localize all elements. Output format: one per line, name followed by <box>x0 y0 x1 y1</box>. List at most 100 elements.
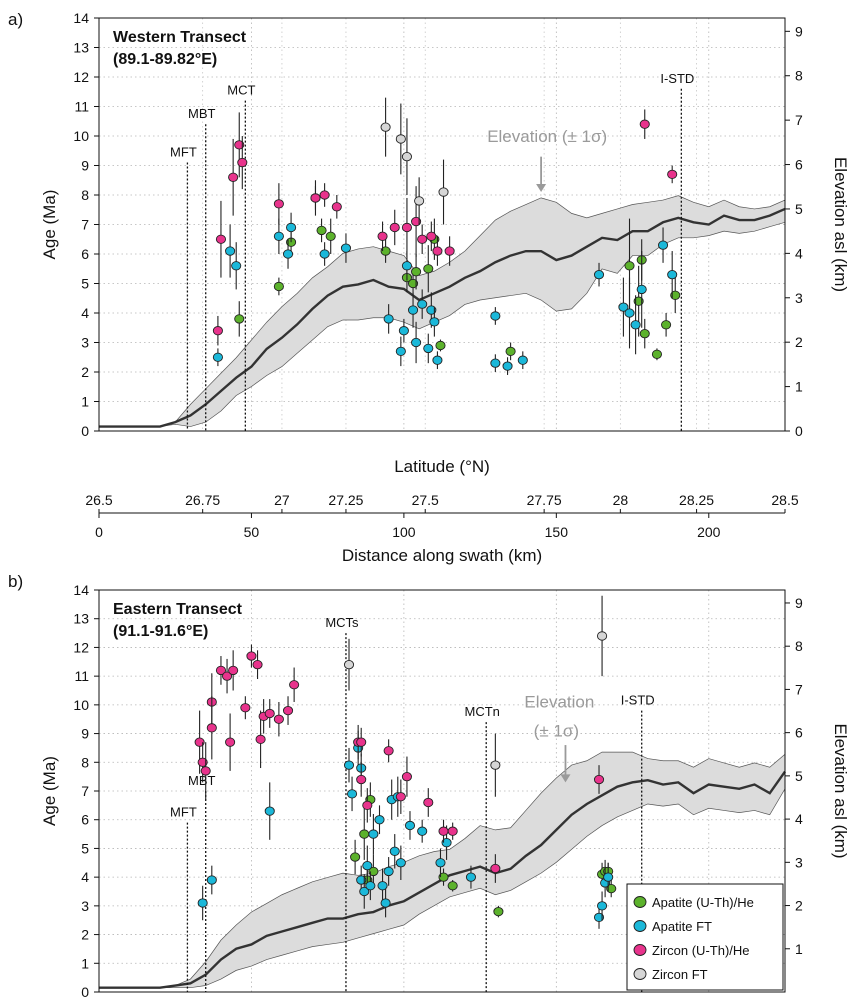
latitude-tick-label: 28 <box>613 492 629 508</box>
latitude-tick-label: 28.25 <box>679 492 714 508</box>
data-point <box>639 119 650 129</box>
data-point <box>206 875 217 885</box>
data-point <box>593 912 605 922</box>
data-point <box>603 872 614 882</box>
y2-tick-label: 4 <box>795 245 803 261</box>
data-point <box>389 222 400 233</box>
y-tick-label: 6 <box>81 246 89 262</box>
data-point <box>383 866 394 877</box>
elevation-mean-line <box>99 770 786 989</box>
y-tick-label: 9 <box>81 158 89 174</box>
data-point <box>273 199 284 209</box>
data-point <box>255 734 266 744</box>
data-point <box>340 243 352 253</box>
y-tick-label: 12 <box>73 639 89 655</box>
data-point <box>493 906 504 917</box>
data-point <box>667 169 678 180</box>
y-tick-label: 1 <box>81 394 89 410</box>
y-tick-label: 5 <box>81 276 89 292</box>
data-point <box>398 326 409 336</box>
legend-marker <box>633 968 647 980</box>
data-point <box>215 234 227 244</box>
latitude-tick-label: 28.5 <box>771 492 798 508</box>
data-point <box>407 278 419 289</box>
data-point <box>401 222 412 233</box>
y2-tick-label: 5 <box>795 768 803 784</box>
y2-tick-label: 6 <box>795 725 803 741</box>
data-point <box>319 249 330 259</box>
data-point <box>380 898 391 908</box>
data-point <box>395 792 406 802</box>
data-point <box>289 680 300 690</box>
data-point <box>286 222 297 233</box>
y-tick-label: 4 <box>81 869 89 885</box>
y-tick-label: 7 <box>81 783 89 799</box>
y2-tick-label: 9 <box>795 23 803 39</box>
data-point <box>359 829 370 839</box>
y2-tick-label: 8 <box>795 68 803 84</box>
data-point <box>444 246 455 256</box>
data-point <box>423 264 434 274</box>
data-point <box>197 898 208 908</box>
data-point <box>426 305 437 315</box>
data-point <box>228 665 239 676</box>
data-point <box>407 305 419 315</box>
data-point <box>383 314 394 324</box>
elevation-mean-line <box>99 207 786 428</box>
x-axis-label-distance: Distance along swath (km) <box>342 546 542 565</box>
data-point <box>438 826 449 836</box>
data-point <box>490 311 501 321</box>
data-point <box>246 651 257 661</box>
data-point <box>282 705 294 716</box>
data-point <box>273 231 284 241</box>
data-point <box>441 838 452 848</box>
fault-label-mctn: MCTn <box>465 704 500 719</box>
panel-subtitle: (91.1-91.6°E) <box>113 623 208 640</box>
distance-tick-label: 200 <box>697 524 721 540</box>
fault-label-mcts: MCTs <box>325 615 359 630</box>
data-point <box>362 800 373 811</box>
data-point <box>374 815 385 825</box>
y2-tick-label: 2 <box>795 334 803 350</box>
data-point <box>411 267 422 277</box>
data-point <box>383 746 394 756</box>
y-tick-label: 14 <box>73 582 89 598</box>
data-point <box>490 760 501 770</box>
data-point <box>234 140 245 150</box>
fault-label-i-std: I-STD <box>660 71 694 86</box>
data-point <box>356 737 367 747</box>
data-point <box>273 714 284 724</box>
distance-tick-label: 0 <box>95 524 103 540</box>
data-point <box>624 308 635 318</box>
data-point <box>630 320 641 330</box>
y2-tick-label: 5 <box>795 201 803 217</box>
data-point <box>225 737 236 747</box>
data-point <box>200 766 211 776</box>
data-point <box>490 358 501 368</box>
data-point <box>401 261 412 271</box>
y-tick-label: 3 <box>81 335 89 351</box>
y-tick-label: 6 <box>81 812 89 828</box>
data-point <box>438 872 449 882</box>
legend-marker <box>633 944 647 956</box>
data-point <box>331 202 342 212</box>
y-tick-label: 0 <box>81 423 89 439</box>
data-point <box>429 317 440 327</box>
data-point <box>432 246 443 256</box>
data-point <box>517 355 528 365</box>
data-point <box>212 352 223 362</box>
data-point <box>404 820 416 831</box>
legend-marker <box>633 920 647 932</box>
elevation-label-sigma: (± 1σ) <box>534 721 579 740</box>
x-axis-label-latitude: Latitude (°N) <box>394 457 490 476</box>
data-point <box>194 737 205 747</box>
data-point <box>670 290 681 300</box>
elevation-band <box>99 195 786 427</box>
y2-tick-label: 3 <box>795 854 803 870</box>
data-point <box>447 826 458 836</box>
data-point <box>368 829 379 839</box>
data-point <box>401 151 412 162</box>
fault-label-i-std: I-STD <box>621 693 655 708</box>
data-point <box>197 757 208 767</box>
